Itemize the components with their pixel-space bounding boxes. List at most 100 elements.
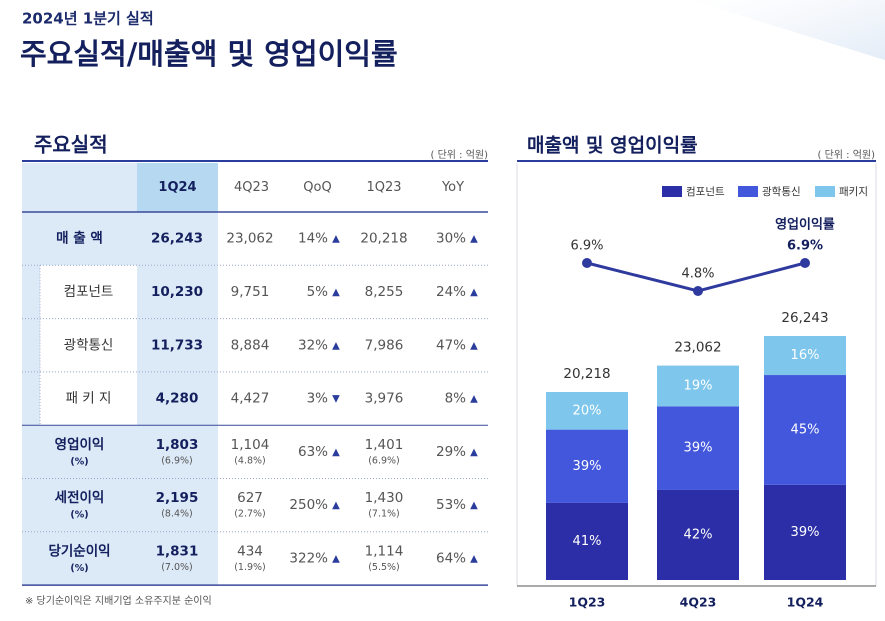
cell: 2,195 xyxy=(156,490,199,506)
bar-segment xyxy=(764,484,846,580)
highlight-bg xyxy=(137,478,218,532)
bar-segment xyxy=(764,375,846,485)
arrow: ▲ xyxy=(332,553,340,564)
cell: 1,831 xyxy=(156,543,199,559)
row-label: 패 키 지 xyxy=(66,391,112,407)
cell-sub: (1.9%) xyxy=(234,562,266,573)
cell: 1,104 xyxy=(231,437,270,453)
row-label: 광학통신 xyxy=(64,337,114,353)
margin-label: 6.9% xyxy=(570,239,603,254)
cell: 23,062 xyxy=(226,231,273,247)
cell-sub: (7.0%) xyxy=(161,562,193,573)
cell: 63% xyxy=(298,444,328,460)
cell-sub: (2.7%) xyxy=(234,509,266,520)
arrow: ▲ xyxy=(332,340,340,351)
label-header-bg xyxy=(22,163,137,212)
cell: 4,427 xyxy=(231,391,270,407)
cell-sub: (5.5%) xyxy=(368,562,400,573)
total-label: 20,218 xyxy=(563,366,610,382)
cell: 53% xyxy=(436,497,466,513)
row-label-sub: (%) xyxy=(70,510,88,521)
bar-segment xyxy=(546,429,628,503)
margin-point xyxy=(582,258,592,268)
margin-point xyxy=(693,286,703,296)
unit: ( 단위 : 억원) xyxy=(817,148,875,161)
row-label: 당기순이익 xyxy=(48,542,110,559)
chart-title: 매출액 및 영업이익률 xyxy=(527,135,698,157)
title: 주요실적/매출액 및 영업이익률 xyxy=(20,37,398,71)
decoration xyxy=(690,0,885,60)
bar-segment xyxy=(546,392,628,430)
cell: 26,243 xyxy=(151,231,203,247)
cell: 5% xyxy=(307,284,329,300)
legend-swatch xyxy=(662,186,682,197)
cell: 47% xyxy=(436,337,466,353)
cell: 7,986 xyxy=(365,337,404,353)
arrow: ▲ xyxy=(470,287,478,298)
segment-label: 19% xyxy=(684,378,713,393)
total-label: 23,062 xyxy=(674,340,721,356)
row-label: 매 출 액 xyxy=(56,230,103,247)
highlight-bg xyxy=(137,212,218,266)
cell: 9,751 xyxy=(231,284,270,300)
margin-label: 6.9% xyxy=(787,239,823,254)
highlight-bg xyxy=(137,318,218,372)
cell: 8% xyxy=(445,391,467,407)
label-bg xyxy=(22,212,137,266)
bar-segment xyxy=(657,406,739,490)
bar-segment xyxy=(546,502,628,580)
category-label: 4Q23 xyxy=(680,595,717,610)
column-header: 1Q24 xyxy=(158,180,196,195)
arrow: ▲ xyxy=(470,447,478,458)
sub-label-bg xyxy=(40,265,137,319)
cell-sub: (6.9%) xyxy=(368,455,400,466)
cell: 1,114 xyxy=(365,543,404,559)
cell: 24% xyxy=(436,284,466,300)
cell: 8,884 xyxy=(231,337,270,353)
highlight-bg xyxy=(137,371,218,426)
column-header: 4Q23 xyxy=(234,180,269,195)
arrow: ▲ xyxy=(470,340,478,351)
highlight-header-bg xyxy=(137,163,218,212)
cell: 3% xyxy=(307,391,329,407)
cell: 1,430 xyxy=(365,490,404,506)
cell: 30% xyxy=(436,231,466,247)
legend-label: 컴포넌트 xyxy=(686,186,725,198)
sub-label-bg xyxy=(40,371,137,426)
cell-sub: (7.1%) xyxy=(368,509,400,520)
cell: 11,733 xyxy=(151,337,203,353)
segment-label: 39% xyxy=(573,459,602,474)
cell: 3,976 xyxy=(365,391,404,407)
cell: 627 xyxy=(237,490,263,506)
segment-label: 42% xyxy=(684,527,713,542)
cell: 20,218 xyxy=(360,231,407,247)
cell: 4,280 xyxy=(156,391,199,407)
category-label: 1Q23 xyxy=(569,595,606,610)
sub-label-bg xyxy=(40,318,137,372)
label-bg xyxy=(22,425,137,479)
segment-label: 39% xyxy=(791,525,820,540)
subtitle: 2024년 1분기 실적 xyxy=(22,10,154,28)
highlight-bg xyxy=(137,531,218,586)
bar-segment xyxy=(657,489,739,580)
arrow: ▼ xyxy=(332,394,340,405)
cell: 8,255 xyxy=(365,284,404,300)
total-label: 26,243 xyxy=(781,310,828,326)
cell: 322% xyxy=(289,550,328,566)
arrow: ▲ xyxy=(332,447,340,458)
arrow: ▲ xyxy=(470,500,478,511)
highlight-bg xyxy=(137,265,218,319)
cell: 64% xyxy=(436,550,466,566)
segment-label: 16% xyxy=(791,348,820,363)
legend-swatch xyxy=(815,186,835,197)
bar-segment xyxy=(657,365,739,407)
arrow: ▲ xyxy=(332,234,340,245)
margin-label: 4.8% xyxy=(681,267,714,282)
label-bg xyxy=(22,531,137,586)
column-header: QoQ xyxy=(303,180,331,195)
cell: 10,230 xyxy=(151,284,203,300)
cell: 250% xyxy=(289,497,328,513)
category-label: 1Q24 xyxy=(787,595,824,610)
cell: 1,803 xyxy=(156,437,199,453)
footnote: ※ 당기순이익은 지배기업 소유주지분 순이익 xyxy=(25,594,212,607)
